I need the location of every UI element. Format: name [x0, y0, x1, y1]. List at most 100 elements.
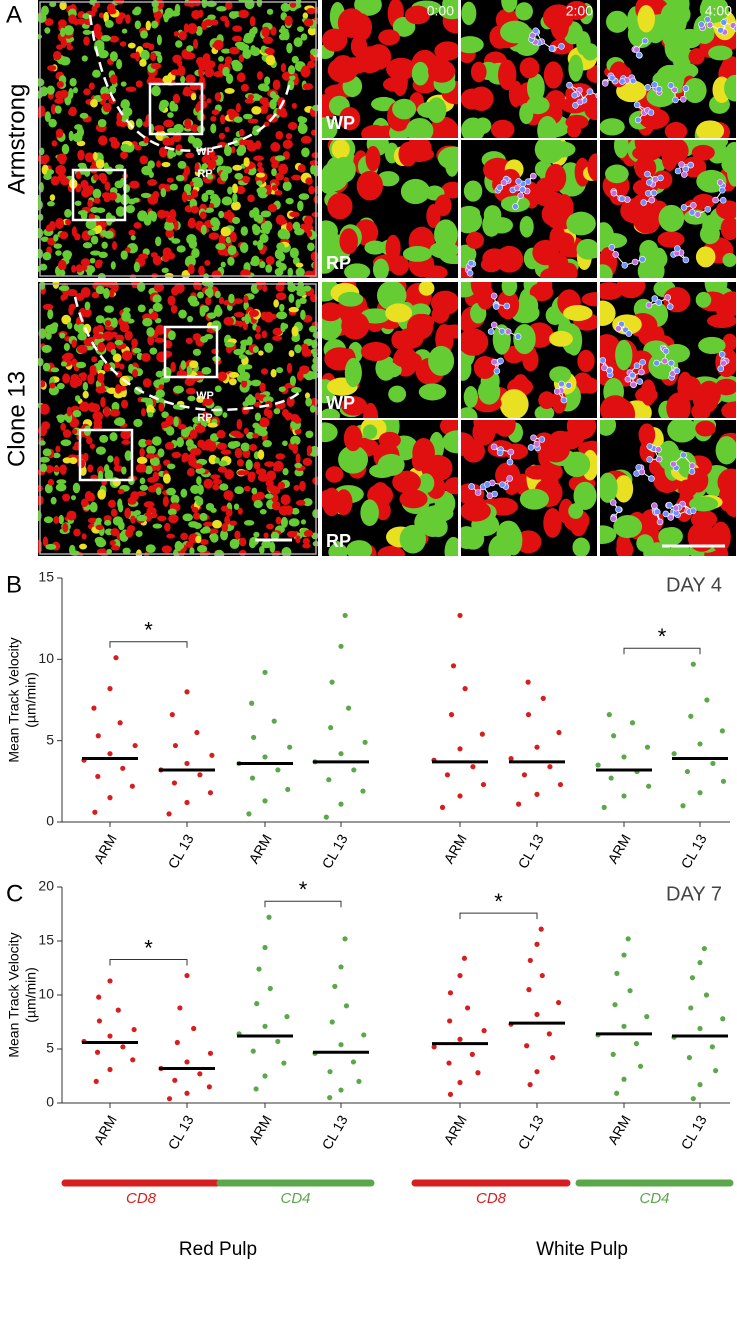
cell — [206, 287, 214, 299]
frame — [39, 1, 317, 277]
cell — [147, 411, 154, 418]
roi-box — [148, 82, 204, 136]
track-point — [687, 161, 695, 169]
data-point — [253, 1086, 259, 1092]
cell — [282, 440, 288, 447]
data-point — [338, 1042, 344, 1048]
cell — [62, 429, 72, 438]
cell — [170, 494, 180, 505]
cell — [113, 465, 124, 472]
cell — [301, 147, 310, 158]
cell — [543, 61, 564, 89]
track-point — [667, 514, 675, 521]
cell — [224, 515, 231, 526]
cell — [355, 46, 385, 74]
cell — [302, 537, 310, 545]
cell — [42, 536, 49, 547]
data-point — [184, 1090, 190, 1096]
data-point — [671, 751, 677, 757]
data-point — [525, 679, 531, 685]
cell — [499, 389, 529, 418]
cell — [215, 243, 226, 251]
cell — [294, 462, 303, 469]
cell — [291, 174, 302, 181]
cell — [221, 48, 232, 54]
cell — [158, 384, 164, 390]
cell — [540, 267, 567, 278]
track-point — [680, 204, 688, 211]
cell — [238, 128, 245, 137]
data-point — [171, 780, 178, 786]
track-point — [717, 365, 725, 373]
cell — [322, 422, 338, 443]
cell — [210, 507, 217, 513]
cell — [205, 296, 212, 306]
cell — [616, 539, 634, 556]
cell — [192, 38, 199, 49]
cell — [233, 311, 245, 318]
cell — [216, 5, 227, 12]
cell — [470, 282, 492, 299]
data-point — [720, 1016, 726, 1022]
cell — [280, 494, 291, 506]
cell — [658, 204, 685, 232]
track-point — [618, 320, 625, 328]
group-label: CD8 — [126, 1190, 157, 1207]
cell — [200, 224, 207, 235]
cell — [210, 123, 217, 134]
cell — [218, 210, 225, 219]
cell — [606, 10, 629, 33]
cell — [239, 371, 251, 382]
cell — [305, 177, 313, 185]
cell — [101, 548, 107, 556]
cell — [222, 412, 228, 418]
cell — [245, 395, 257, 406]
cell — [125, 204, 135, 214]
data-point — [469, 1051, 475, 1057]
data-point — [621, 1076, 627, 1082]
cell — [133, 418, 143, 428]
data-point — [338, 643, 344, 649]
cell — [77, 149, 85, 161]
cell — [72, 428, 78, 435]
data-point — [704, 697, 710, 703]
cell — [216, 429, 226, 439]
time-label: 4:00 — [705, 3, 732, 19]
track-point — [586, 88, 594, 95]
cell — [522, 348, 539, 372]
cell — [189, 360, 199, 369]
cell — [120, 250, 128, 260]
cell — [84, 301, 91, 311]
cell — [365, 145, 381, 172]
cell — [307, 242, 315, 252]
cell — [302, 457, 313, 466]
track-point — [601, 80, 609, 87]
track-point — [670, 460, 677, 468]
track-point — [610, 189, 618, 197]
cell — [71, 339, 77, 348]
data-point — [96, 994, 102, 1000]
data-point — [621, 1023, 627, 1029]
cell — [121, 311, 131, 322]
cell — [162, 496, 169, 507]
cell — [468, 86, 494, 111]
cell — [157, 448, 165, 458]
cell — [155, 487, 162, 495]
data-point — [547, 764, 553, 770]
cell — [173, 31, 180, 37]
cell — [372, 258, 389, 278]
significance-bracket — [264, 900, 342, 908]
track-point — [653, 508, 661, 516]
cell — [697, 380, 721, 408]
cell — [271, 501, 281, 511]
cell — [280, 25, 286, 36]
data-point — [720, 778, 727, 784]
cell — [270, 142, 281, 152]
cell — [207, 161, 214, 172]
cell — [191, 248, 200, 259]
cell — [354, 0, 382, 16]
cell — [94, 260, 103, 269]
cell — [239, 242, 249, 254]
cell — [247, 471, 256, 483]
cell — [534, 191, 565, 207]
